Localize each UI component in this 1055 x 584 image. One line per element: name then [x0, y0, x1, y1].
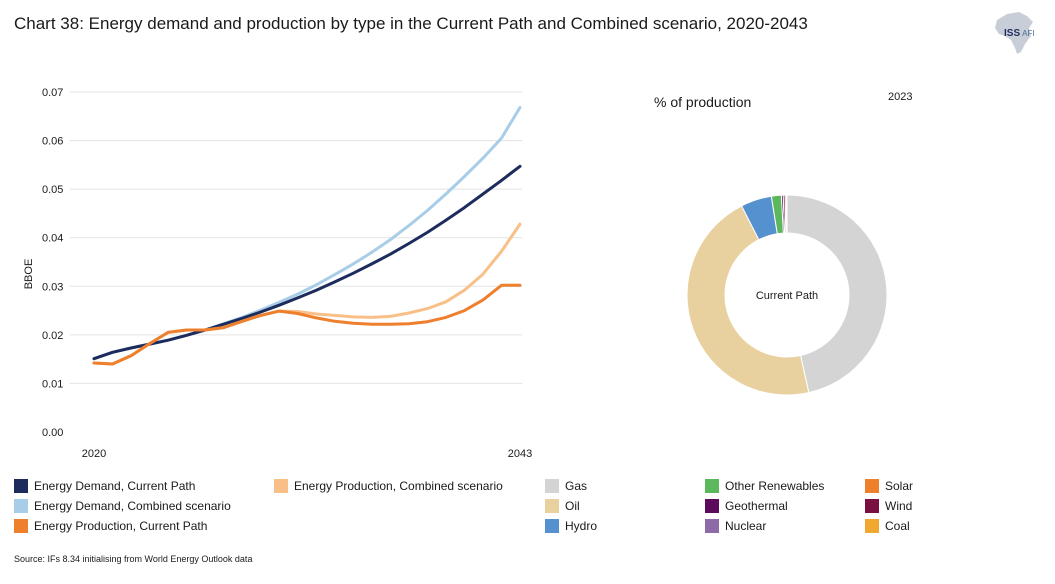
legend-item-solar: Solar	[865, 479, 913, 493]
legend-swatch	[865, 499, 879, 513]
legend-item-other-renewables: Other Renewables	[705, 479, 824, 493]
y-tick-label: 0.04	[42, 233, 63, 245]
legend-label: Other Renewables	[725, 479, 825, 493]
line-chart: 0.00 0.01 0.02 0.03 0.04 0.05 0.06 0.07 BBOE 2020…	[23, 87, 532, 460]
series-line	[92, 164, 522, 361]
legend-item-geothermal: Geothermal	[705, 499, 788, 513]
donut-chart: Current Path	[686, 194, 888, 396]
legend-label: Geothermal	[725, 499, 788, 513]
y-tick-label: 0.02	[42, 330, 63, 342]
legend-item-energy-demand-current-path: Energy Demand, Current Path	[14, 479, 195, 493]
legend-swatch	[705, 479, 719, 493]
legend-item-wind: Wind	[865, 499, 912, 513]
x-tick-label: 2043	[508, 448, 532, 460]
legend-swatch	[274, 479, 288, 493]
legend-item-energy-production-current-path: Energy Production, Current Path	[14, 519, 207, 533]
series-line	[92, 106, 522, 361]
legend-label: Solar	[885, 479, 914, 493]
legend-item-energy-production-combined: Energy Production, Combined scenario	[274, 479, 503, 493]
pie-slice	[785, 194, 788, 234]
legend-swatch	[14, 479, 28, 493]
legend-label: Energy Demand, Combined scenario	[34, 499, 231, 513]
legend-label: Nuclear	[725, 519, 767, 533]
y-tick-label: 0.00	[42, 427, 63, 439]
legend-swatch	[14, 499, 28, 513]
x-tick-label: 2020	[82, 448, 106, 460]
y-tick-label: 0.07	[42, 87, 63, 99]
legend-label: Hydro	[565, 519, 598, 533]
legend-item-coal: Coal	[865, 519, 910, 533]
legend-swatch	[705, 519, 719, 533]
series-line	[92, 283, 522, 366]
chart-title: Chart 38: Energy demand and production b…	[14, 14, 808, 33]
legend-swatch	[14, 519, 28, 533]
source-note: Source: IFs 8.34 initialising from World…	[14, 554, 253, 564]
y-tick-label: 0.03	[42, 281, 63, 293]
donut-center-label: Current Path	[756, 290, 818, 302]
legend-item-nuclear: Nuclear	[705, 519, 766, 533]
legend-label: Wind	[885, 499, 913, 513]
legend-swatch	[865, 519, 879, 533]
pie-subtitle: % of production	[654, 94, 752, 110]
legend-swatch	[545, 499, 559, 513]
legend-item-gas: Gas	[545, 479, 587, 493]
y-tick-label: 0.01	[42, 378, 63, 390]
legend-swatch	[545, 479, 559, 493]
y-tick-label: 0.06	[42, 136, 63, 148]
legend-item-oil: Oil	[545, 499, 580, 513]
legend-swatch	[865, 479, 879, 493]
legend-label: Gas	[565, 479, 588, 493]
legend-label: Oil	[565, 499, 580, 513]
pie-slice	[786, 194, 888, 394]
iss-africa-logo-icon	[995, 12, 1033, 54]
pie-year: 2023	[888, 91, 913, 103]
y-axis-label: BBOE	[23, 259, 35, 290]
pie-slice	[686, 205, 810, 396]
logo-text: ISS	[1004, 28, 1021, 39]
legend-label: Energy Production, Combined scenario	[294, 479, 503, 493]
legend-label: Energy Demand, Current Path	[34, 479, 196, 493]
legend-swatch	[705, 499, 719, 513]
y-tick-label: 0.05	[42, 184, 63, 196]
logo-suffix: AFI	[1022, 29, 1035, 38]
legend-swatch	[545, 519, 559, 533]
legend-item-energy-demand-combined: Energy Demand, Combined scenario	[14, 499, 231, 513]
legend-item-hydro: Hydro	[545, 519, 597, 533]
legend-label: Energy Production, Current Path	[34, 519, 208, 533]
legend-label: Coal	[885, 519, 910, 533]
